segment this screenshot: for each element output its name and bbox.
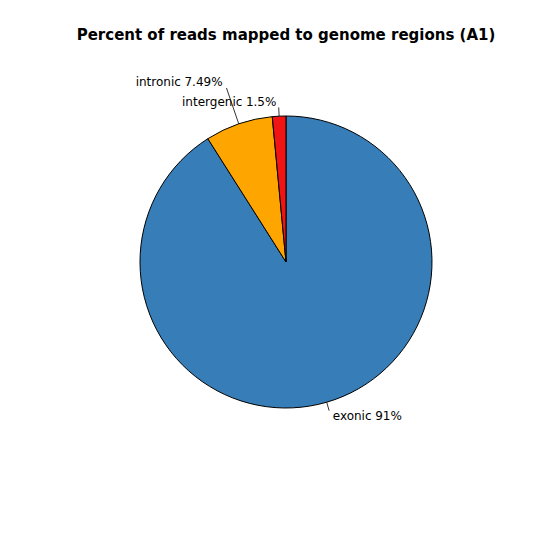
background [0, 0, 540, 540]
chart-container: Percent of reads mapped to genome region… [0, 0, 540, 540]
slice-value: 1.5% [246, 95, 277, 109]
slice-category: intergenic [182, 95, 242, 109]
pie-slice [208, 117, 286, 262]
pie-slice [272, 116, 286, 262]
slice-label: intronic7.49% [136, 75, 223, 89]
slice-label: intergenic 1.5% [182, 95, 276, 109]
data-labels: exonic91% intronic7.49% intergenic 1.5% [136, 75, 402, 423]
chart-title: Percent of reads mapped to genome region… [77, 26, 496, 44]
chart-svg: Percent of reads mapped to genome region… [0, 0, 540, 540]
slice-value: 91% [375, 409, 402, 423]
label-leader [327, 402, 329, 410]
slice-category: intronic [136, 75, 181, 89]
pie-slice [140, 116, 432, 408]
slice-value: 7.49% [184, 75, 222, 89]
slice-label: exonic91% [333, 409, 402, 423]
slices [140, 116, 432, 408]
slice-category: exonic [333, 409, 372, 423]
label-leader [278, 107, 279, 116]
